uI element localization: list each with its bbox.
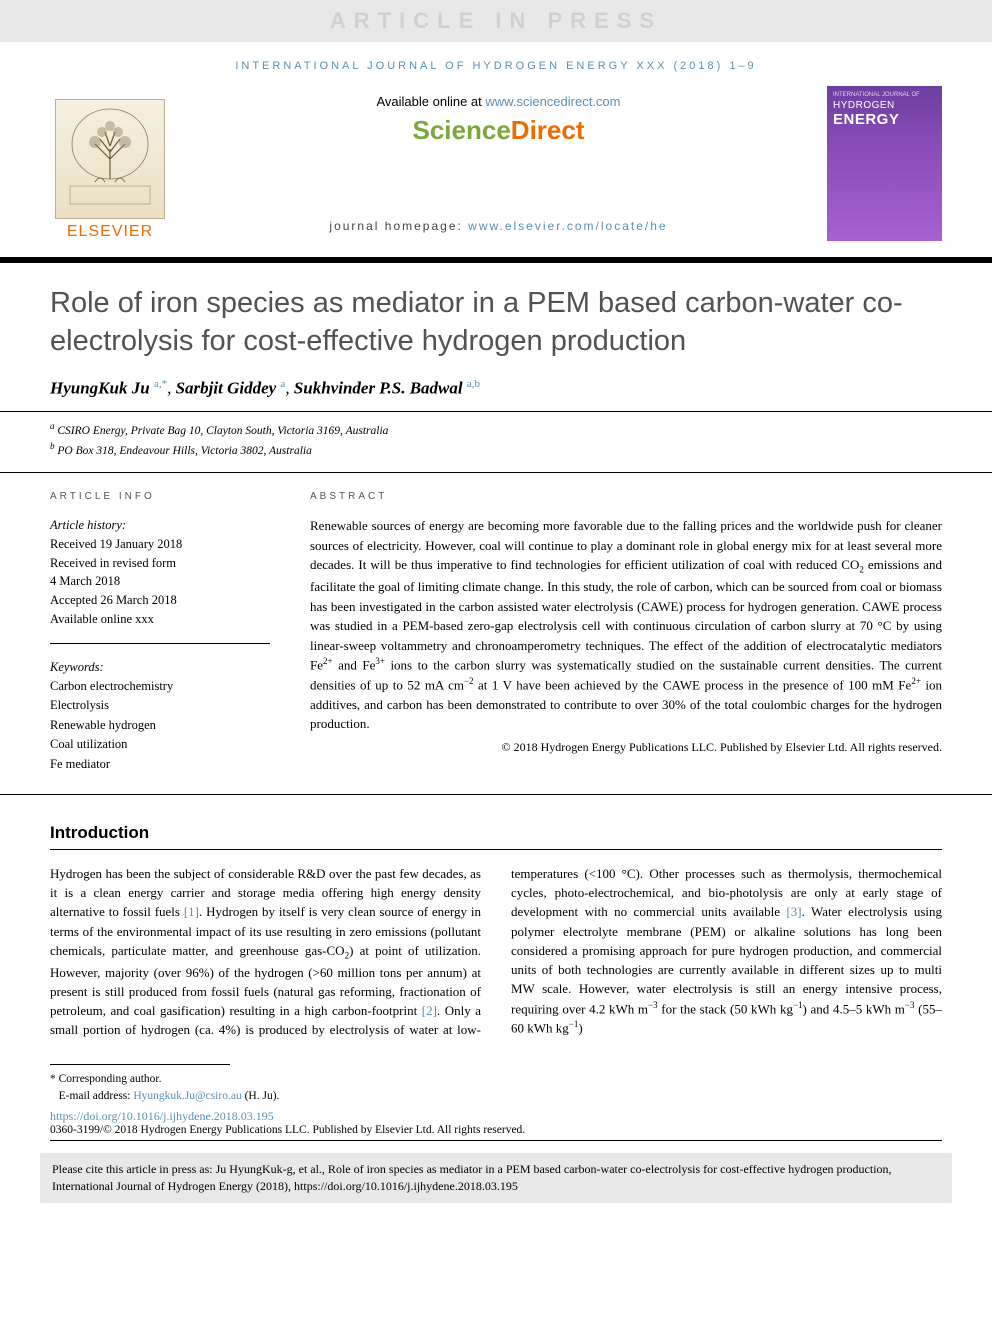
- introduction-heading: Introduction: [50, 823, 942, 850]
- doi-link[interactable]: https://doi.org/10.1016/j.ijhydene.2018.…: [50, 1109, 942, 1124]
- sd-sci: Science: [413, 115, 511, 145]
- author-affil-sup: a,*: [154, 378, 167, 390]
- history-line: Received in revised form: [50, 554, 270, 573]
- homepage-prefix: journal homepage:: [329, 219, 468, 233]
- available-online-line: Available online at www.sciencedirect.co…: [190, 94, 807, 109]
- sciencedirect-logo[interactable]: ScienceDirect: [190, 115, 807, 146]
- homepage-link[interactable]: www.elsevier.com/locate/he: [468, 219, 667, 233]
- journal-cover-thumbnail: INTERNATIONAL JOURNAL OF HYDROGEN ENERGY: [827, 86, 942, 241]
- history-line: Accepted 26 March 2018: [50, 591, 270, 610]
- article-info-column: ARTICLE INFO Article history: Received 1…: [50, 491, 270, 774]
- history-label: Article history:: [50, 516, 270, 535]
- history-line: 4 March 2018: [50, 572, 270, 591]
- elsevier-wordmark: ELSEVIER: [67, 223, 153, 241]
- article-info-head: ARTICLE INFO: [50, 491, 270, 502]
- cover-top: INTERNATIONAL JOURNAL OF: [833, 92, 936, 98]
- author-name: Sarbjit Giddey: [176, 379, 277, 398]
- article-title: Role of iron species as mediator in a PE…: [0, 263, 992, 378]
- email-suffix: (H. Ju).: [242, 1090, 280, 1102]
- header-block: ELSEVIER Available online at www.science…: [0, 86, 992, 263]
- keyword-line: Renewable hydrogen: [50, 716, 270, 735]
- available-prefix: Available online at: [376, 94, 485, 109]
- author-name: Sukhvinder P.S. Badwal: [294, 379, 463, 398]
- keyword-line: Carbon electrochemistry: [50, 677, 270, 696]
- cover-line2: ENERGY: [833, 111, 936, 128]
- corresponding-author: * Corresponding author.: [50, 1071, 942, 1088]
- history-line: Available online xxx: [50, 610, 270, 629]
- elsevier-tree-icon: [55, 99, 165, 219]
- email-line: E-mail address: Hyungkuk.Ju@csiro.au (H.…: [50, 1088, 942, 1105]
- sciencedirect-link[interactable]: www.sciencedirect.com: [485, 94, 620, 109]
- keywords-label: Keywords:: [50, 658, 270, 677]
- keywords-block: Keywords: Carbon electrochemistryElectro…: [50, 658, 270, 774]
- intro-para: Hydrogen has been the subject of conside…: [50, 864, 942, 1040]
- email-label: E-mail address:: [59, 1090, 134, 1102]
- affiliations: a CSIRO Energy, Private Bag 10, Clayton …: [0, 412, 992, 473]
- author-affil-sup: a,b: [467, 378, 480, 390]
- keyword-line: Coal utilization: [50, 735, 270, 754]
- journal-reference: INTERNATIONAL JOURNAL OF HYDROGEN ENERGY…: [0, 42, 992, 86]
- history-line: Received 19 January 2018: [50, 535, 270, 554]
- info-abstract-row: ARTICLE INFO Article history: Received 1…: [0, 473, 992, 795]
- body-section: Introduction Hydrogen has been the subje…: [0, 795, 992, 1040]
- journal-homepage-line: journal homepage: www.elsevier.com/locat…: [190, 219, 807, 233]
- cover-line1: HYDROGEN: [833, 100, 936, 111]
- keyword-line: Electrolysis: [50, 696, 270, 715]
- body-two-columns: Hydrogen has been the subject of conside…: [50, 864, 942, 1040]
- authors-line: HyungKuk Ju a,*, Sarbjit Giddey a, Sukhv…: [0, 378, 992, 412]
- keyword-line: Fe mediator: [50, 755, 270, 774]
- issn-line: 0360-3199/© 2018 Hydrogen Energy Publica…: [50, 1124, 942, 1141]
- citation-box: Please cite this article in press as: Ju…: [40, 1153, 952, 1203]
- email-link[interactable]: Hyungkuk.Ju@csiro.au: [133, 1090, 241, 1102]
- affiliation-line: a CSIRO Energy, Private Bag 10, Clayton …: [50, 420, 942, 440]
- article-in-press-banner: ARTICLE IN PRESS: [0, 0, 992, 42]
- article-history-block: Article history: Received 19 January 201…: [50, 516, 270, 644]
- abstract-column: ABSTRACT Renewable sources of energy are…: [310, 491, 942, 774]
- elsevier-logo-block: ELSEVIER: [50, 86, 170, 241]
- abstract-copyright: © 2018 Hydrogen Energy Publications LLC.…: [310, 740, 942, 755]
- author-name: HyungKuk Ju: [50, 379, 150, 398]
- abstract-text: Renewable sources of energy are becoming…: [310, 516, 942, 734]
- footer-rule: [50, 1064, 230, 1065]
- affiliation-line: b PO Box 318, Endeavour Hills, Victoria …: [50, 440, 942, 460]
- author-affil-sup: a: [280, 378, 285, 390]
- footer-block: * Corresponding author. E-mail address: …: [0, 1064, 992, 1142]
- abstract-head: ABSTRACT: [310, 491, 942, 502]
- header-center: Available online at www.sciencedirect.co…: [190, 86, 807, 241]
- sd-dir: Direct: [511, 115, 585, 145]
